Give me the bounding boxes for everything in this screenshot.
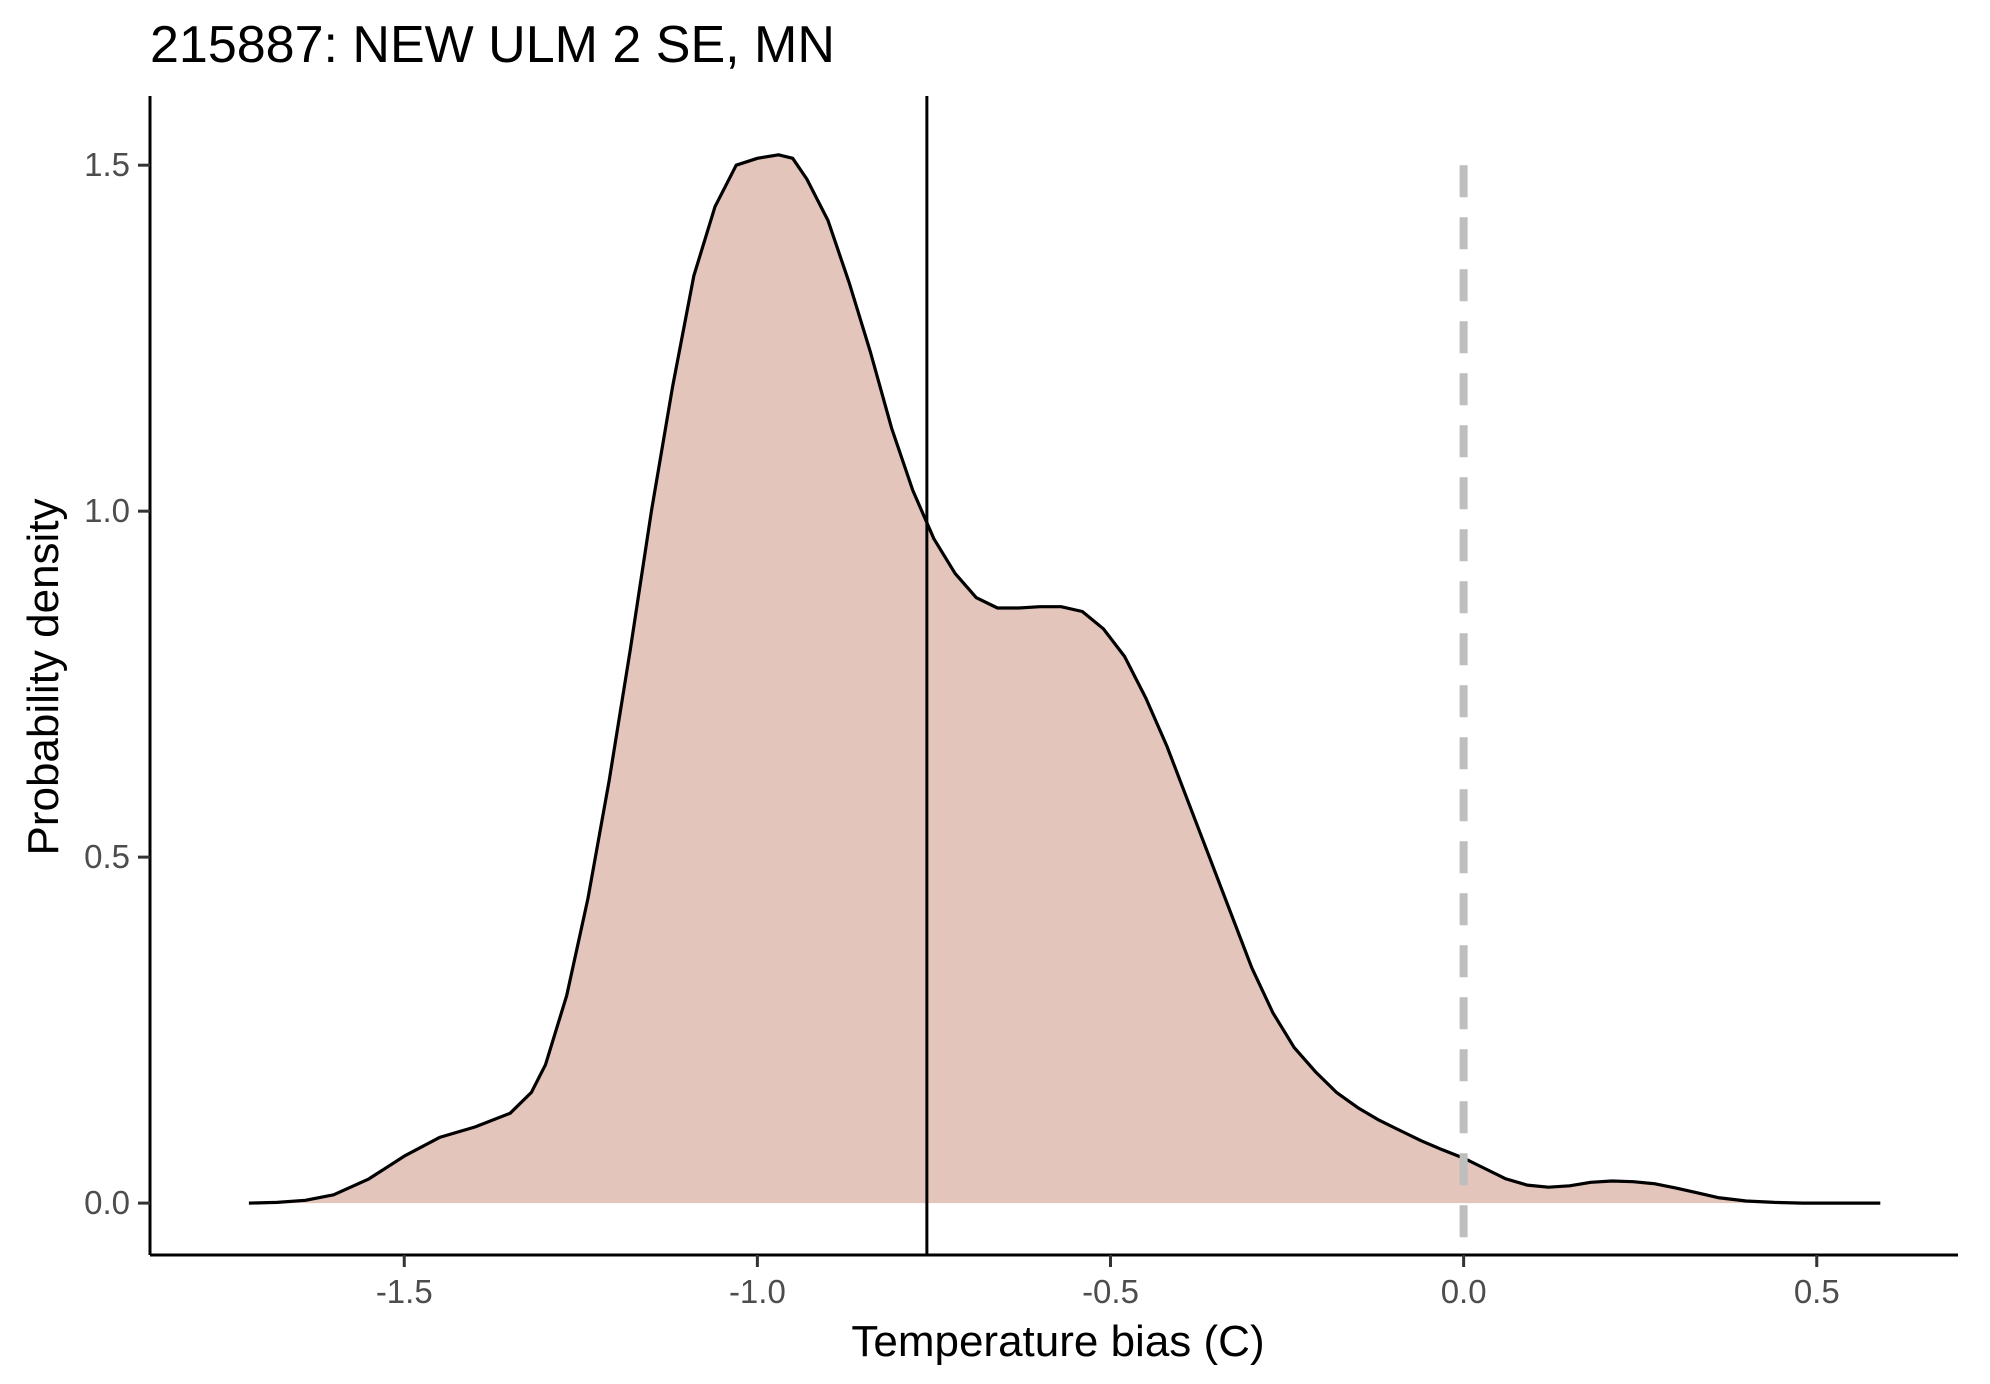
y-tick-label: 1.5 (84, 146, 130, 183)
density-area (248, 154, 1881, 1204)
x-tick-label: 0.0 (1441, 1273, 1487, 1310)
x-axis-label: Temperature bias (C) (851, 1317, 1264, 1366)
y-tick-label: 1.0 (84, 492, 130, 529)
y-tick-label: 0.5 (84, 838, 130, 875)
x-tick-label: -1.5 (376, 1273, 433, 1310)
plot-area (248, 96, 1881, 1255)
x-tick-label: -1.0 (729, 1273, 786, 1310)
chart-title: 215887: NEW ULM 2 SE, MN (150, 16, 835, 74)
x-tick-label: -0.5 (1082, 1273, 1139, 1310)
y-tick-label: 0.0 (84, 1184, 130, 1221)
x-axis: -1.5 -1.0 -0.5 0.0 0.5 (150, 1253, 1958, 1310)
x-tick-label: 0.5 (1794, 1273, 1840, 1310)
y-axis-label: Probability density (19, 498, 68, 855)
density-line (248, 153, 1881, 1205)
y-axis: 0.0 0.5 1.0 1.5 (84, 96, 152, 1255)
